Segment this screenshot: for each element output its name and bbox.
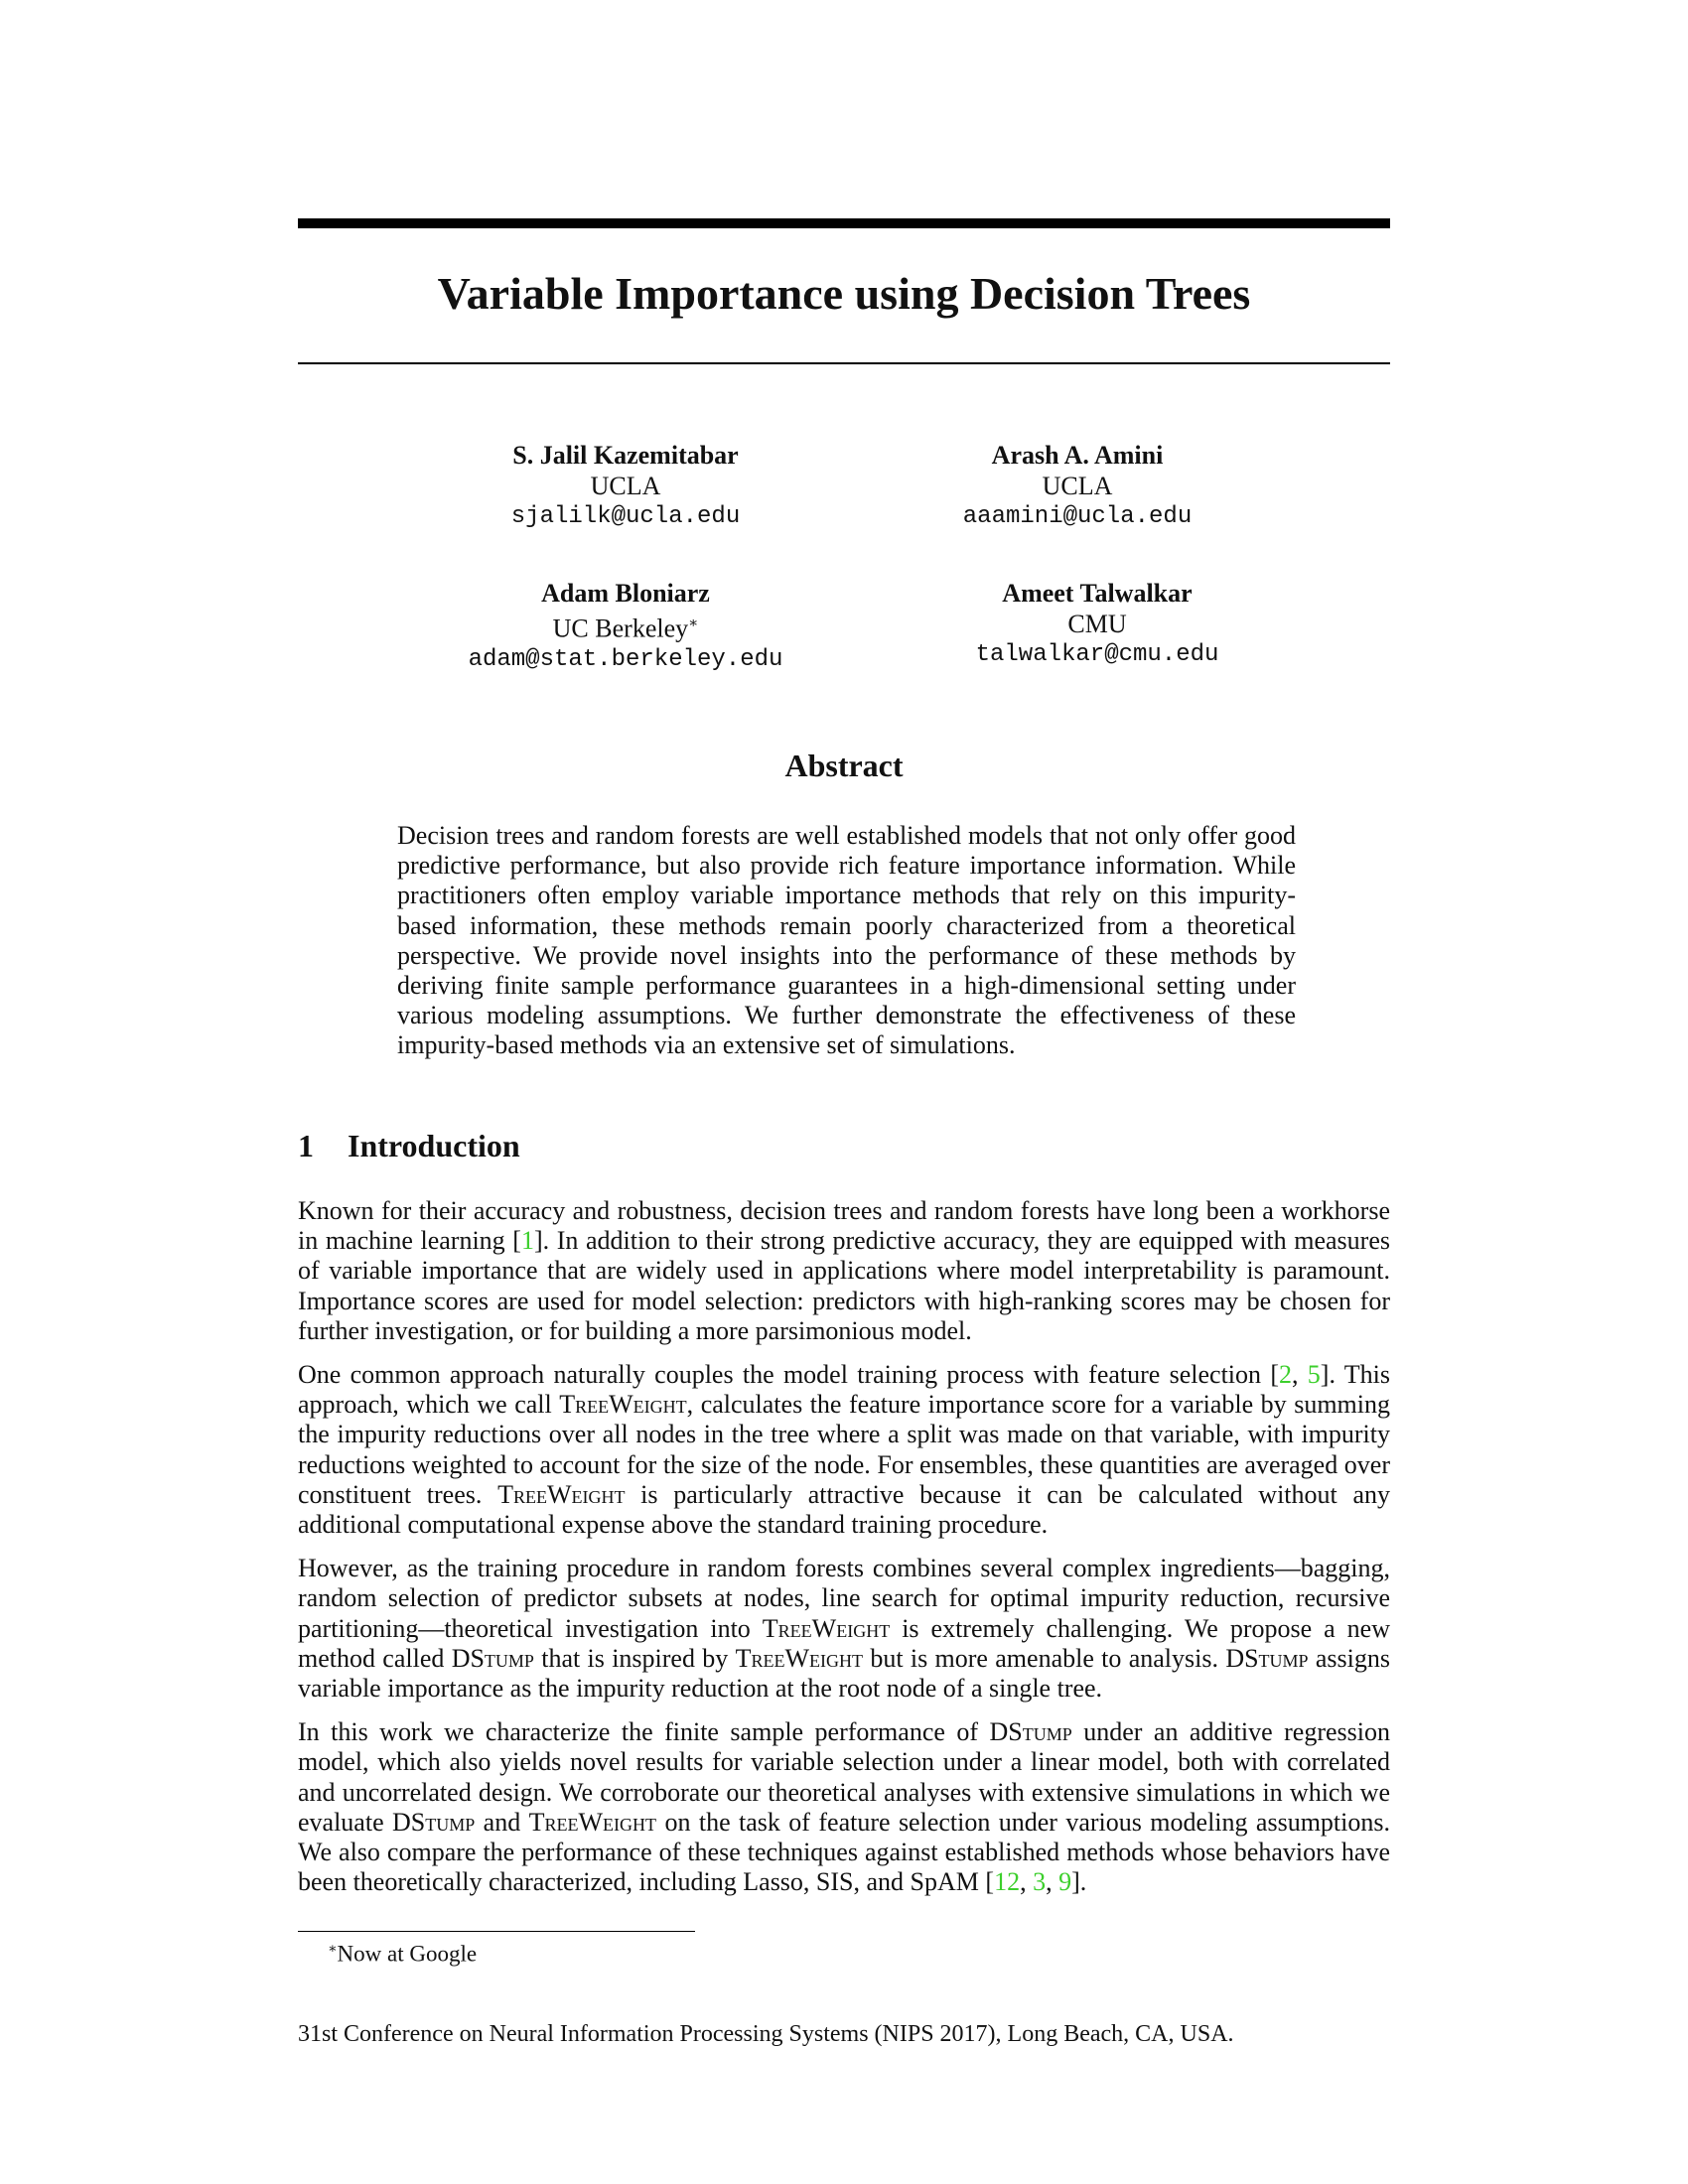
citation-link[interactable]: 1 [520,1226,534,1256]
method-name: TreeWeight [559,1390,687,1420]
abstract-heading: Abstract [784,748,904,783]
author-email: aaamini@ucla.edu [962,503,1193,530]
paragraph-text: is particularly attractive because it ca… [298,1479,1390,1540]
paragraph: However, as the training procedure in ra… [298,1554,1390,1704]
paragraph: One common approach naturally couples th… [298,1360,1390,1540]
section-number: 1 [298,1128,314,1163]
method-name: DStump [451,1643,534,1673]
paragraph-text: In this work we characterize the finite … [298,1717,990,1747]
paragraph-text: , [1291,1360,1308,1390]
author-email: talwalkar@cmu.edu [975,641,1219,668]
author-block: Arash A. Amini UCLA aaamini@ucla.edu [879,440,1276,532]
citation-link[interactable]: 5 [1307,1360,1321,1390]
author-affiliation: UCLA [590,472,661,500]
paragraph-text: However, as the training procedure in ra… [298,1554,1390,1643]
footnote-text: Now at Google [337,1941,478,1967]
paragraph-text: assigns variable importance as the impur… [298,1643,1390,1704]
section-title: Introduction [348,1128,520,1163]
method-name: TreeWeight [762,1613,891,1643]
citation-link[interactable]: 2 [1278,1360,1292,1390]
paragraph-text: under an additive regression model, whic… [298,1717,1390,1837]
method-name: DStump [392,1807,476,1837]
paragraph-text: One common approach naturally couples th… [298,1360,1279,1390]
paragraph-text: and [475,1807,529,1837]
author-email: sjalilk@ucla.edu [510,503,741,530]
venue-note: 31st Conference on Neural Information Pr… [298,2021,1234,2047]
paragraph-text: , [1020,1867,1034,1897]
author-name: Ameet Talwalkar [1002,579,1193,608]
title-top-rule [298,218,1390,228]
paragraph-text: , calculates the feature importance scor… [298,1390,1390,1509]
author-affiliation: UC Berkeley [552,614,689,643]
paragraph-text: , [1046,1867,1059,1897]
citation-link[interactable]: 9 [1058,1867,1072,1897]
method-name: DStump [989,1717,1072,1747]
method-name: DStump [1225,1643,1309,1673]
author-affiliation-line: UC Berkeley∗ [427,609,824,644]
author-affiliation: UCLA [1042,472,1113,500]
citation-link[interactable]: 12 [994,1867,1021,1897]
paragraph-text: but is more amenable to analysis. [863,1643,1226,1673]
paragraph-text: ]. This approach, which we call [298,1360,1390,1420]
paper-title: Variable Importance using Decision Trees [437,268,1251,319]
paragraph-text: that is inspired by [533,1643,736,1673]
section-heading: 1 Introduction [298,1127,520,1164]
citation-link[interactable]: 3 [1033,1867,1047,1897]
footnote-mark: ∗ [688,615,699,631]
paragraph-text: ]. In addition to their strong predictiv… [298,1226,1390,1345]
author-name: S. Jalil Kazemitabar [512,441,739,470]
footnote-rule [298,1931,695,1932]
method-name: TreeWeight [735,1643,864,1673]
author-email: adam@stat.berkeley.edu [468,645,783,673]
abstract-text: Decision trees and random forests are we… [397,821,1296,1060]
footnote: ∗Now at Google [328,1936,477,1969]
author-name: Adam Bloniarz [541,579,710,608]
paragraph: In this work we characterize the finite … [298,1717,1390,1897]
method-name: TreeWeight [528,1807,657,1837]
paragraph-text: is extremely challenging. We propose a n… [298,1613,1390,1673]
paragraph-text: ]. [1071,1867,1087,1897]
footnote-mark: ∗ [328,1942,338,1957]
author-affiliation: CMU [1067,610,1127,638]
author-block: Ameet Talwalkar CMU talwalkar@cmu.edu [899,578,1296,670]
author-block: S. Jalil Kazemitabar UCLA sjalilk@ucla.e… [427,440,824,532]
author-block: Adam Bloniarz UC Berkeley∗ adam@stat.ber… [427,578,824,675]
introduction-body: Known for their accuracy and robustness,… [298,1196,1390,1911]
title-bottom-rule [298,362,1390,364]
author-name: Arash A. Amini [991,441,1164,470]
method-name: TreeWeight [497,1479,626,1509]
paragraph-text: on the task of feature selection under v… [298,1807,1390,1897]
paragraph: Known for their accuracy and robustness,… [298,1196,1390,1346]
paragraph-text: Known for their accuracy and robustness,… [298,1196,1390,1256]
